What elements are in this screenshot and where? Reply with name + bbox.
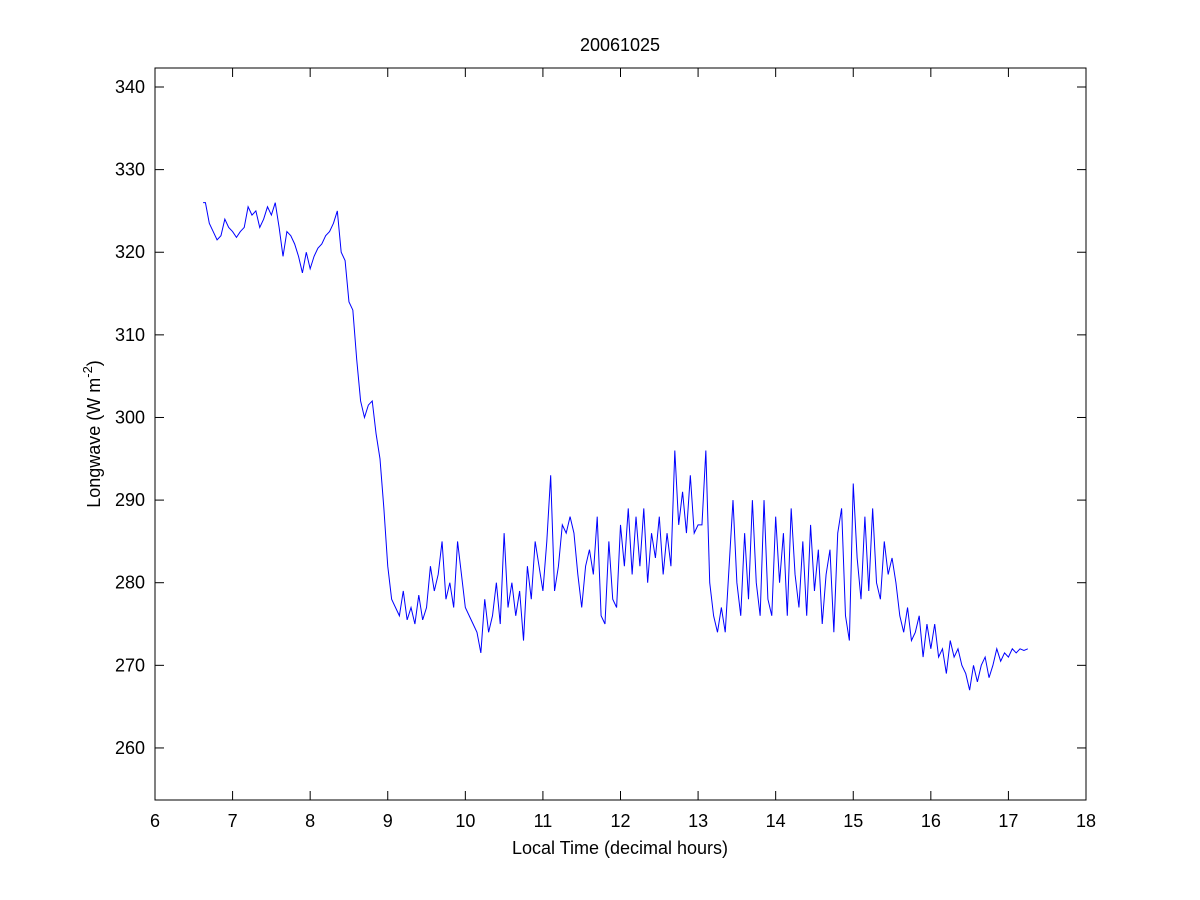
y-tick-label: 260: [115, 738, 145, 758]
x-tick-label: 13: [688, 811, 708, 831]
y-tick-label: 320: [115, 242, 145, 262]
y-label-text: Longwave (W m: [84, 378, 104, 508]
x-tick-label: 18: [1076, 811, 1096, 831]
y-tick-label: 280: [115, 573, 145, 593]
y-label-suffix: ): [84, 360, 104, 366]
x-tick-label: 7: [228, 811, 238, 831]
x-tick-label: 17: [998, 811, 1018, 831]
y-tick-label: 340: [115, 77, 145, 97]
y-tick-label: 310: [115, 325, 145, 345]
x-tick-label: 16: [921, 811, 941, 831]
y-label-superscript: -2: [80, 366, 95, 378]
chart-title: 20061025: [580, 35, 660, 55]
data-line: [203, 202, 1029, 691]
plot-area: [154, 67, 1087, 801]
x-tick-label: 12: [610, 811, 630, 831]
x-tick-label: 14: [766, 811, 786, 831]
y-tick-label: 330: [115, 160, 145, 180]
x-tick-label: 9: [383, 811, 393, 831]
y-tick-label: 300: [115, 407, 145, 427]
x-tick-label: 8: [305, 811, 315, 831]
x-tick-label: 6: [150, 811, 160, 831]
x-tick-label: 10: [455, 811, 475, 831]
y-tick-label: 290: [115, 490, 145, 510]
y-tick-label: 270: [115, 655, 145, 675]
x-tick-label: 11: [534, 811, 553, 831]
y-axis-label: Longwave (W m-2): [80, 360, 104, 508]
x-axis-label: Local Time (decimal hours): [512, 838, 728, 858]
x-tick-label: 15: [843, 811, 863, 831]
